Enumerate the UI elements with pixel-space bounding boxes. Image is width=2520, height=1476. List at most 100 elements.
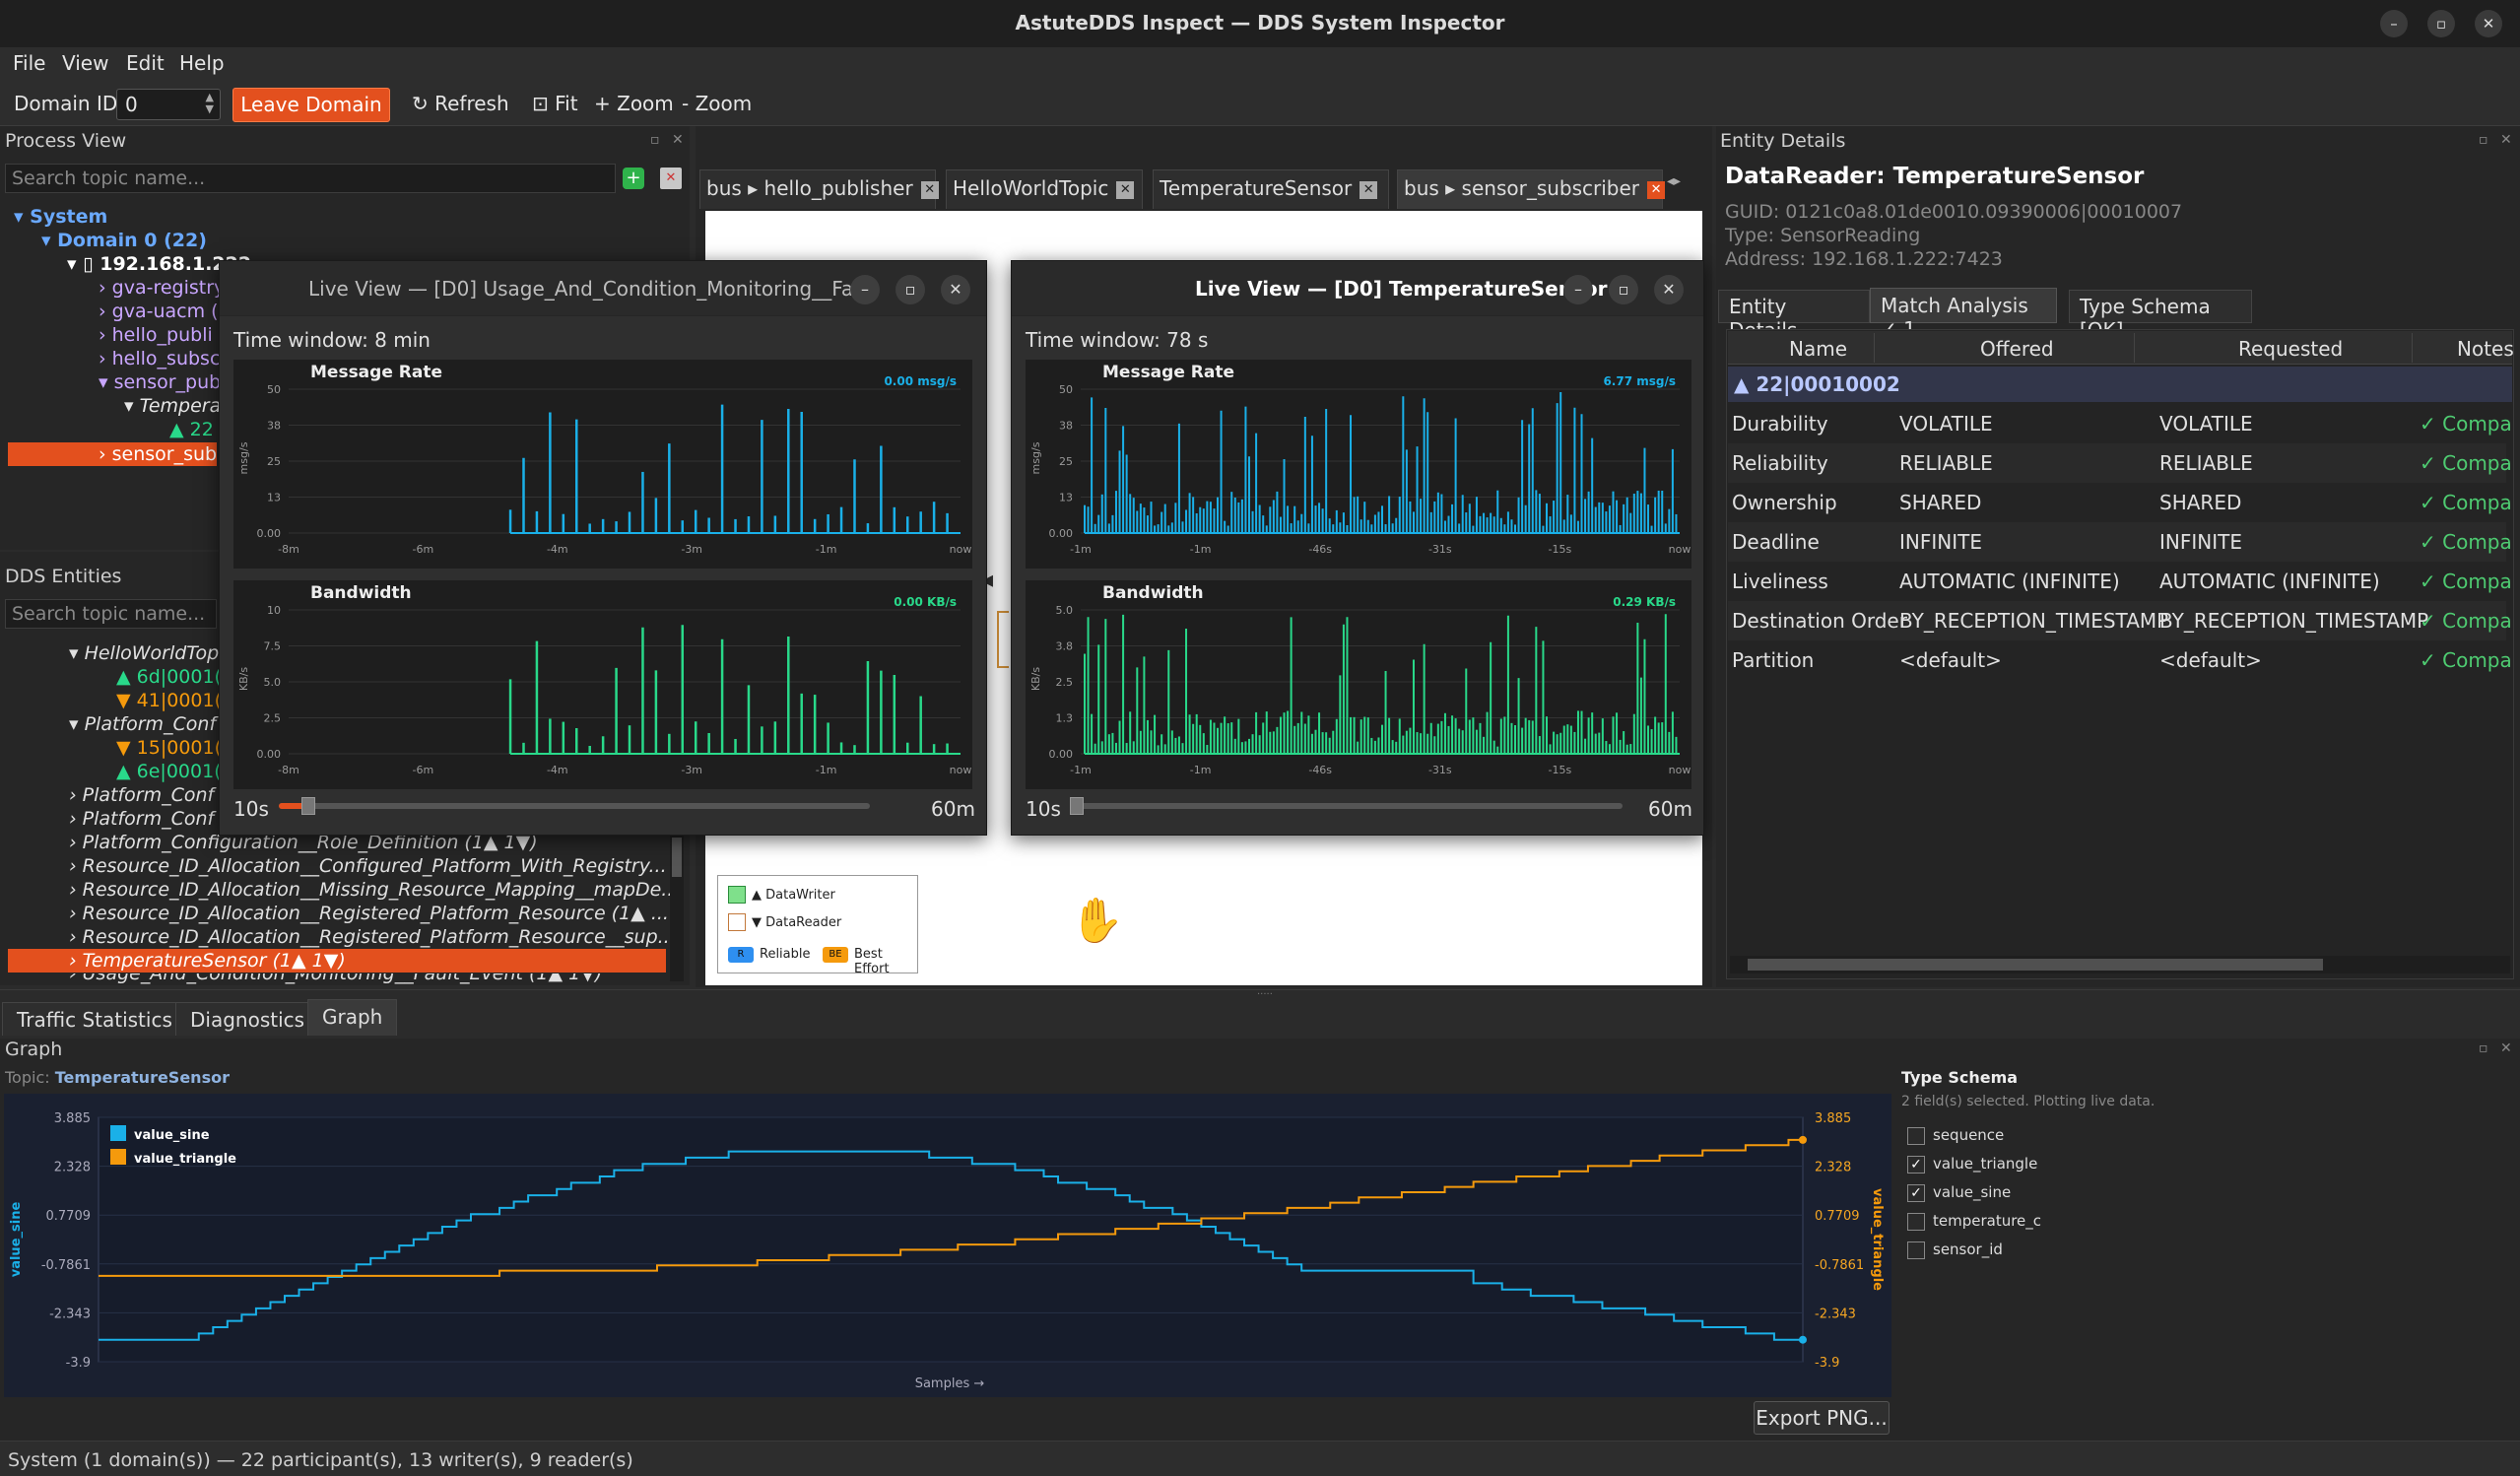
live-view-header[interactable]: Live View — [D0] TemperatureSensor – ▫ ✕ bbox=[1012, 261, 1703, 316]
entity-topic[interactable]: › Platform_Conf bbox=[69, 808, 215, 830]
entity-topic[interactable]: › Resource_ID_Allocation__Missing_Resour… bbox=[69, 879, 680, 901]
entity-topic[interactable]: ▾ Platform_Conf bbox=[69, 713, 217, 735]
maximize-icon[interactable]: ▫ bbox=[1609, 275, 1638, 304]
tree-node-process[interactable]: › hello_publi bbox=[99, 324, 213, 346]
tab-type-schema[interactable]: Type Schema [OK] bbox=[2069, 290, 2252, 342]
entity-topic[interactable]: ▾ HelloWorldTop bbox=[69, 642, 220, 664]
refresh-button[interactable]: ↻ Refresh bbox=[412, 92, 509, 115]
tree-node-process[interactable]: ▾ sensor_pub bbox=[99, 371, 222, 393]
maximize-icon[interactable]: ▫ bbox=[2427, 10, 2455, 37]
minimize-icon[interactable]: – bbox=[1563, 275, 1593, 304]
entity-reader[interactable]: ▼ 41|0001( bbox=[116, 690, 223, 711]
tab-entity-details[interactable]: Entity Details bbox=[1718, 290, 1870, 342]
tree-node-process[interactable]: › gva-uacm ( bbox=[99, 301, 219, 322]
panel-float-icon[interactable]: ▫ bbox=[650, 132, 660, 148]
tab-close-icon[interactable]: ✕ bbox=[1647, 180, 1666, 199]
scrollbar-thumb[interactable] bbox=[1748, 959, 2323, 971]
tab-temperature[interactable]: TemperatureSensor ✕ bbox=[1153, 169, 1389, 209]
close-icon[interactable]: ✕ bbox=[1654, 275, 1684, 304]
entity-topic-selected[interactable]: › TemperatureSensor (1▲ 1▼) bbox=[69, 950, 346, 972]
horizontal-scrollbar[interactable] bbox=[1730, 956, 2510, 973]
column-notes[interactable]: Notes bbox=[2457, 337, 2514, 361]
time-slider[interactable] bbox=[1069, 797, 1623, 815]
tab-hello-publisher[interactable]: bus ▸ hello_publisher ✕ bbox=[699, 169, 939, 209]
entity-topic[interactable]: › Resource_ID_Allocation__Configured_Pla… bbox=[69, 855, 667, 877]
maximize-icon[interactable]: ▫ bbox=[895, 275, 925, 304]
entity-writer[interactable]: ▲ 6e|0001( bbox=[116, 761, 222, 782]
table-row[interactable]: Durability VOLATILE VOLATILE ✓ Compat bbox=[1732, 412, 2510, 436]
scrollbar-thumb[interactable] bbox=[672, 838, 682, 877]
tab-close-icon[interactable]: ✕ bbox=[920, 180, 939, 199]
export-png-button[interactable]: Export PNG... bbox=[1754, 1401, 1890, 1435]
entities-search-input[interactable]: Search topic name... bbox=[5, 599, 217, 629]
slider-handle[interactable] bbox=[301, 797, 315, 815]
add-icon[interactable]: + bbox=[623, 168, 644, 189]
menu-file[interactable]: File bbox=[13, 51, 46, 75]
column-requested[interactable]: Requested bbox=[2238, 337, 2344, 361]
tree-node-process-selected[interactable]: › sensor_sub bbox=[99, 443, 218, 465]
leave-domain-button[interactable]: Leave Domain bbox=[232, 88, 390, 122]
panel-float-icon[interactable]: ▫ bbox=[2479, 132, 2488, 148]
splitter-handle[interactable]: ····· bbox=[1257, 989, 1273, 1000]
process-search-input[interactable]: Search topic name... bbox=[5, 164, 616, 193]
schema-field-checkbox[interactable]: ✓ bbox=[1907, 1184, 1925, 1202]
schema-field-checkbox[interactable] bbox=[1907, 1241, 1925, 1259]
entity-topic[interactable]: › Resource_ID_Allocation__Registered_Pla… bbox=[69, 926, 676, 948]
zoom-out-button[interactable]: - Zoom bbox=[682, 92, 753, 115]
slider-handle[interactable] bbox=[1069, 797, 1084, 815]
tab-graph[interactable]: Graph bbox=[307, 999, 398, 1036]
minimize-icon[interactable]: – bbox=[2380, 10, 2408, 37]
tab-helloworld[interactable]: HelloWorldTopic ✕ bbox=[946, 169, 1143, 209]
tab-scroll-icon[interactable]: ◂▸ bbox=[1667, 173, 1682, 189]
entity-topic[interactable]: › Platform_Conf bbox=[69, 784, 215, 806]
entity-topic[interactable]: › Usage_And_Condition_Monitoring__Fault_… bbox=[69, 973, 603, 984]
table-row[interactable]: Destination Order BY_RECEPTION_TIMESTAMP B… bbox=[1728, 601, 2510, 640]
clear-filter-icon[interactable]: ✕ bbox=[660, 168, 682, 189]
tree-node-topic[interactable]: ▾ Tempera bbox=[124, 395, 222, 417]
schema-field[interactable]: sequence bbox=[1907, 1125, 2203, 1149]
minimize-icon[interactable]: – bbox=[850, 275, 880, 304]
spin-arrows-icon[interactable]: ▲ ▼ bbox=[205, 91, 214, 115]
table-row[interactable]: Deadline INFINITE INFINITE ✓ Compat bbox=[1728, 522, 2510, 562]
tab-sensor-subscriber[interactable]: bus ▸ sensor_subscriber ✕ bbox=[1397, 169, 1666, 209]
table-row[interactable]: Ownership SHARED SHARED ✓ Compat bbox=[1732, 491, 2510, 514]
tree-node-system[interactable]: ▾ System bbox=[14, 206, 108, 228]
tab-close-icon[interactable]: ✕ bbox=[1359, 180, 1378, 199]
tab-match-analysis[interactable]: Match Analysis ✓ 1 bbox=[1870, 288, 2057, 341]
entities-scrollbar[interactable] bbox=[670, 834, 684, 981]
schema-field-checkbox[interactable]: ✓ bbox=[1907, 1156, 1925, 1174]
domain-id-spinbox[interactable]: 0 ▲ ▼ bbox=[116, 89, 221, 120]
schema-field[interactable]: ✓ value_sine bbox=[1907, 1182, 2203, 1206]
tree-node-process[interactable]: › hello_subsc bbox=[99, 348, 221, 369]
tree-node-domain[interactable]: ▾ Domain 0 (22) bbox=[41, 230, 207, 251]
tab-diagnostics[interactable]: Diagnostics bbox=[175, 1002, 320, 1036]
menu-help[interactable]: Help bbox=[179, 51, 225, 75]
schema-field-checkbox[interactable] bbox=[1907, 1127, 1925, 1145]
tab-close-icon[interactable]: ✕ bbox=[1116, 180, 1135, 199]
close-icon[interactable]: ✕ bbox=[2475, 10, 2502, 37]
time-slider[interactable] bbox=[279, 797, 870, 815]
table-row[interactable]: Partition <default> <default> ✓ Compat bbox=[1732, 648, 2510, 672]
live-view-window-1[interactable]: Live View — [D0] Usage_And_Condition_Mon… bbox=[219, 260, 987, 836]
close-icon[interactable]: ✕ bbox=[941, 275, 970, 304]
column-offered[interactable]: Offered bbox=[1980, 337, 2054, 361]
table-group-row[interactable]: ▲ 22|00010002 bbox=[1728, 367, 2512, 402]
entity-writer[interactable]: ▲ 6d|0001( bbox=[116, 666, 222, 688]
panel-close-icon[interactable]: ✕ bbox=[2500, 132, 2512, 148]
schema-field[interactable]: temperature_c bbox=[1907, 1211, 2203, 1235]
zoom-in-button[interactable]: + Zoom bbox=[594, 92, 674, 115]
tree-node-process[interactable]: › gva-registry bbox=[99, 277, 226, 299]
panel-close-icon[interactable]: ✕ bbox=[2500, 1040, 2512, 1056]
entity-topic[interactable]: › Platform_Configuration__Role_Definitio… bbox=[69, 832, 538, 853]
schema-field[interactable]: ✓ value_triangle bbox=[1907, 1154, 2203, 1177]
menu-view[interactable]: View bbox=[62, 51, 109, 75]
entity-reader[interactable]: ▼ 15|0001( bbox=[116, 737, 223, 759]
panel-close-icon[interactable]: ✕ bbox=[672, 132, 684, 148]
schema-field[interactable]: sensor_id bbox=[1907, 1240, 2203, 1263]
live-view-window-2[interactable]: Live View — [D0] TemperatureSensor – ▫ ✕… bbox=[1011, 260, 1704, 836]
menu-edit[interactable]: Edit bbox=[126, 51, 165, 75]
value-chart[interactable]: 3.885 3.885 2.328 2.328 0.7709 0.7709 -0.7861 -… bbox=[4, 1094, 1891, 1397]
tab-traffic-statistics[interactable]: Traffic Statistics bbox=[2, 1002, 187, 1036]
schema-field-checkbox[interactable] bbox=[1907, 1213, 1925, 1231]
fit-button[interactable]: ⊡ Fit bbox=[532, 92, 578, 115]
